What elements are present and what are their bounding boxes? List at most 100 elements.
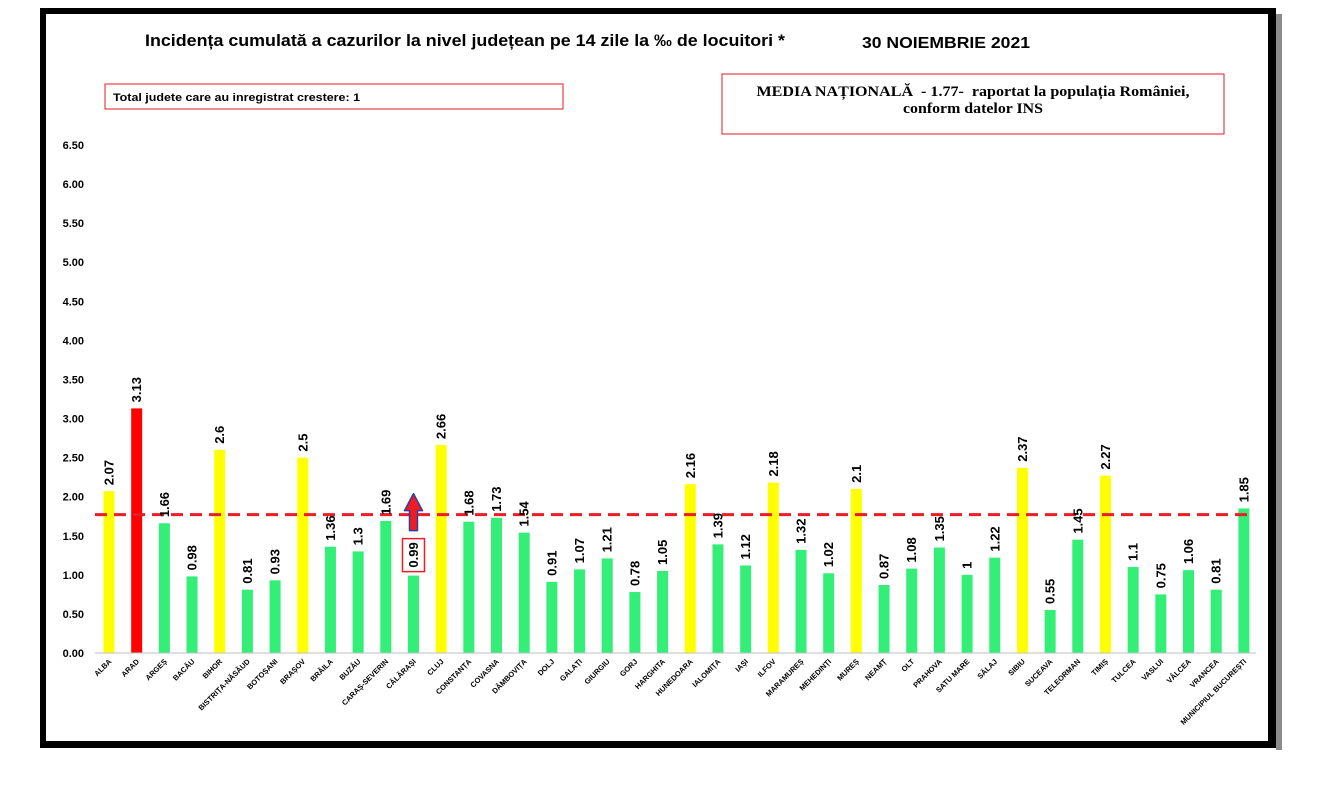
- bar: [795, 549, 807, 653]
- bar: [518, 532, 530, 653]
- value-label: 0.81: [240, 558, 255, 583]
- value-label: 1.07: [572, 538, 587, 563]
- value-label: 0.81: [1209, 558, 1224, 583]
- value-label: 2.37: [1015, 436, 1030, 461]
- bar: [601, 558, 613, 653]
- highlight-group: [401, 492, 426, 573]
- info-box-national-average: MEDIA NAȚIONALĂ - 1.77- raportat la popu…: [721, 73, 1225, 135]
- bar: [740, 565, 752, 653]
- info-box-national-average-line1: MEDIA NAȚIONALĂ - 1.77- raportat la popu…: [757, 83, 1190, 100]
- bar: [1016, 467, 1028, 653]
- value-label: 1.54: [517, 501, 532, 527]
- bar: [684, 484, 696, 653]
- bar: [850, 488, 862, 653]
- bar: [1099, 475, 1111, 653]
- value-label: 1.32: [794, 519, 809, 544]
- info-box-increase-border: [104, 83, 564, 110]
- bar: [491, 517, 503, 653]
- value-label: 0.55: [1043, 579, 1058, 604]
- bar: [214, 449, 226, 653]
- bar: [435, 445, 447, 653]
- value-label: 1.02: [821, 542, 836, 567]
- bar: [131, 408, 143, 653]
- bar: [1155, 594, 1167, 653]
- info-box-national-average-border: [721, 73, 1225, 135]
- value-label: 3.13: [129, 377, 144, 402]
- value-label: 1.22: [987, 526, 1002, 551]
- bar: [324, 546, 336, 653]
- value-label: 1.21: [600, 527, 615, 552]
- y-tick-label: 3.00: [63, 414, 84, 426]
- value-labels: 2.07 3.13 1.66 0.98 2.6 0.81 0.93 2.5 1.36 1.3 1.6…: [102, 377, 1252, 604]
- bar: [297, 457, 309, 653]
- bar: [961, 574, 973, 653]
- y-tick-label: 0.00: [63, 648, 84, 660]
- value-label: 1.08: [904, 537, 919, 562]
- value-label: 1.3: [351, 527, 366, 545]
- value-label: 2.6: [212, 426, 227, 444]
- highlight-box: [401, 537, 426, 573]
- bar: [352, 551, 364, 653]
- bar: [1183, 570, 1195, 653]
- value-label: 0.75: [1153, 563, 1168, 588]
- value-label: 0.78: [627, 561, 642, 586]
- y-tick-label: 5.00: [63, 257, 84, 269]
- bar: [989, 557, 1001, 653]
- bar: [657, 570, 669, 653]
- bar: [103, 491, 115, 653]
- value-label: 1.1: [1126, 543, 1141, 561]
- value-label: 2.18: [766, 451, 781, 476]
- value-label: 0.87: [877, 554, 892, 579]
- value-label: 0.91: [544, 551, 559, 576]
- chart-area: [46, 14, 1268, 741]
- info-box-national-average-line2: conform datelor INS: [903, 101, 1043, 117]
- y-tick-label: 6.00: [63, 179, 84, 191]
- value-label: 0.99: [406, 542, 421, 567]
- bar: [269, 580, 281, 653]
- bar: [407, 575, 419, 653]
- bar: [1210, 589, 1222, 653]
- chart-date: 30 NOIEMBRIE 2021: [862, 35, 1030, 52]
- value-label: 0.98: [185, 545, 200, 570]
- value-label: 2.5: [295, 434, 310, 452]
- y-tick-label: 4.50: [63, 296, 84, 308]
- value-label: 1.12: [738, 534, 753, 559]
- bars: [103, 408, 1250, 653]
- bar: [463, 521, 475, 653]
- y-tick-label: 4.00: [63, 335, 84, 347]
- value-label: 1.69: [378, 490, 393, 515]
- value-label: 1.39: [710, 513, 725, 538]
- y-tick-label: 6.50: [63, 140, 84, 152]
- bar: [1238, 508, 1250, 653]
- bar: [1044, 610, 1056, 653]
- bar: [1127, 567, 1139, 653]
- bar: [878, 585, 890, 653]
- bar: [767, 482, 779, 653]
- bar: [241, 589, 253, 653]
- bar: [1072, 539, 1084, 653]
- value-label: 1.06: [1181, 539, 1196, 564]
- bar: [712, 544, 724, 653]
- value-label: 1: [960, 562, 975, 569]
- y-tick-label: 1.00: [63, 570, 84, 582]
- info-box-increase-text: Total judete care au inregistrat crester…: [113, 92, 360, 104]
- value-label: 2.66: [434, 414, 449, 439]
- y-tick-label: 5.50: [63, 218, 84, 230]
- up-arrow-icon: [403, 492, 424, 532]
- value-label: 2.27: [1098, 444, 1113, 469]
- bar: [158, 523, 170, 653]
- bar: [906, 568, 918, 653]
- value-label: 2.16: [683, 453, 698, 478]
- y-tick-label: 3.50: [63, 374, 84, 386]
- y-axis: 0.00 0.50 1.00 1.50 2.00 2.50 3.00 3.50 4.00 4.50…: [63, 140, 84, 660]
- value-label: 1.85: [1236, 477, 1251, 502]
- info-box-increase: Total judete care au inregistrat crester…: [104, 83, 564, 110]
- y-tick-label: 2.00: [63, 492, 84, 504]
- value-label: 1.45: [1070, 508, 1085, 533]
- value-label: 1.68: [461, 490, 476, 515]
- value-label: 1.73: [489, 486, 504, 511]
- y-tick-label: 1.50: [63, 531, 84, 543]
- frame-shadow: [1276, 14, 1282, 750]
- bar: [574, 569, 586, 653]
